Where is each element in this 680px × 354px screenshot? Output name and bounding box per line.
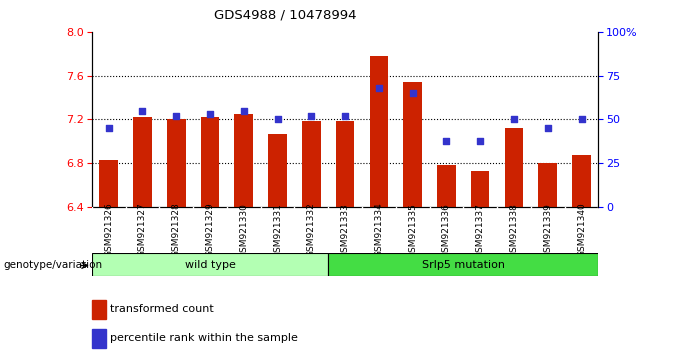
Point xyxy=(407,90,418,96)
Bar xyxy=(336,121,354,207)
Text: percentile rank within the sample: percentile rank within the sample xyxy=(110,333,298,343)
Point xyxy=(171,113,182,119)
Text: GDS4988 / 10478994: GDS4988 / 10478994 xyxy=(214,9,357,22)
Bar xyxy=(92,300,106,319)
Text: GSM921340: GSM921340 xyxy=(577,203,586,257)
Bar xyxy=(539,163,557,207)
Bar xyxy=(133,117,152,207)
Bar xyxy=(302,121,320,207)
Text: GSM921332: GSM921332 xyxy=(307,203,316,257)
Text: GSM921327: GSM921327 xyxy=(138,203,147,257)
Text: GSM921334: GSM921334 xyxy=(375,203,384,257)
Bar xyxy=(328,253,598,276)
Text: GSM921329: GSM921329 xyxy=(205,203,214,257)
Text: GSM921339: GSM921339 xyxy=(543,202,552,258)
Bar xyxy=(235,114,253,207)
Point xyxy=(475,138,486,143)
Text: GSM921338: GSM921338 xyxy=(509,202,518,258)
Text: GSM921331: GSM921331 xyxy=(273,202,282,258)
Point xyxy=(137,108,148,114)
Bar xyxy=(471,171,490,207)
Point xyxy=(103,125,114,131)
Bar xyxy=(99,160,118,207)
Bar xyxy=(437,165,456,207)
Text: GSM921326: GSM921326 xyxy=(104,203,113,257)
Point xyxy=(543,125,554,131)
Bar xyxy=(92,329,106,348)
Text: GSM921337: GSM921337 xyxy=(476,202,485,258)
Point xyxy=(306,113,317,119)
Text: Srlp5 mutation: Srlp5 mutation xyxy=(422,259,505,270)
Point xyxy=(373,85,384,91)
Bar xyxy=(201,117,219,207)
Point xyxy=(272,117,283,122)
Bar xyxy=(269,134,287,207)
Point xyxy=(576,117,587,122)
Text: GSM921335: GSM921335 xyxy=(408,202,417,258)
Bar xyxy=(92,253,328,276)
Bar xyxy=(370,56,388,207)
Text: transformed count: transformed count xyxy=(110,304,214,314)
Bar xyxy=(403,82,422,207)
Text: GSM921336: GSM921336 xyxy=(442,202,451,258)
Bar xyxy=(573,155,591,207)
Point xyxy=(205,112,216,117)
Bar xyxy=(167,120,186,207)
Text: genotype/variation: genotype/variation xyxy=(3,261,103,270)
Point xyxy=(509,117,520,122)
Bar xyxy=(505,128,523,207)
Text: wild type: wild type xyxy=(184,259,235,270)
Text: GSM921330: GSM921330 xyxy=(239,202,248,258)
Point xyxy=(340,113,351,119)
Text: GSM921333: GSM921333 xyxy=(341,202,350,258)
Text: GSM921328: GSM921328 xyxy=(172,203,181,257)
Point xyxy=(239,108,250,114)
Point xyxy=(441,138,452,143)
